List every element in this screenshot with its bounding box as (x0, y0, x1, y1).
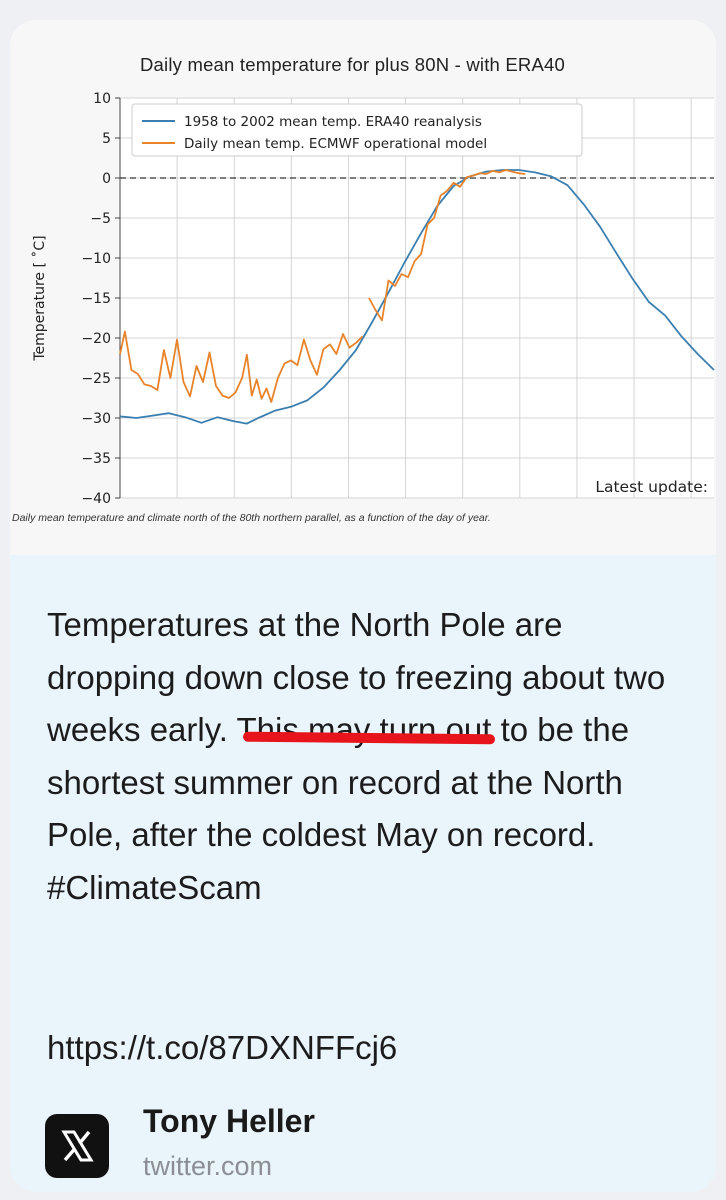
tweet-link[interactable]: https://t.co/87DXNFFcj6 (47, 1029, 398, 1066)
temperature-chart: 10 5 0 −5 −10 −15 −20 −25 −30 −35 −40 Temperature [… (31, 91, 715, 507)
y-tick-label: 5 (102, 131, 111, 147)
tweet-body: Temperatures at the North Pole are dropp… (10, 555, 716, 1192)
y-tick-label: −25 (81, 371, 111, 387)
y-tick-label: −5 (90, 211, 111, 227)
series-line-2 (119, 169, 526, 403)
y-axis-label: Temperature [ ˚C] (31, 235, 48, 361)
tweet-card[interactable]: 10 5 0 −5 −10 −15 −20 −25 −30 −35 −40 Temperature [… (10, 20, 716, 1192)
y-tick-label: 10 (93, 91, 111, 107)
series-line-1 (119, 169, 715, 425)
chart-caption: Daily mean temperature and climate north… (12, 512, 491, 524)
chart-image: 10 5 0 −5 −10 −15 −20 −25 −30 −35 −40 Temperature [… (10, 20, 716, 555)
y-tick-label: 0 (102, 171, 111, 187)
latest-update-annotation: Latest update: (595, 478, 708, 496)
chart-title: Daily mean temperature for plus 80N - wi… (140, 54, 566, 75)
y-tick-label: −20 (81, 331, 111, 347)
legend-label: Daily mean temp. ECMWF operational model (184, 136, 487, 152)
tweet-text: Temperatures at the North Pole are dropp… (47, 606, 666, 906)
y-tick-label: −35 (81, 451, 111, 467)
y-tick-label: −30 (81, 411, 111, 427)
legend-label: 1958 to 2002 mean temp. ERA40 reanalysis (184, 114, 482, 130)
x-logo-icon[interactable] (45, 1114, 109, 1178)
y-tick-label: −10 (81, 251, 111, 267)
source-domain[interactable]: twitter.com (143, 1151, 273, 1181)
y-tick-label: −40 (81, 491, 111, 507)
y-tick-label: −15 (81, 291, 111, 307)
legend-box (131, 103, 583, 157)
author-name[interactable]: Tony Heller (143, 1103, 315, 1139)
